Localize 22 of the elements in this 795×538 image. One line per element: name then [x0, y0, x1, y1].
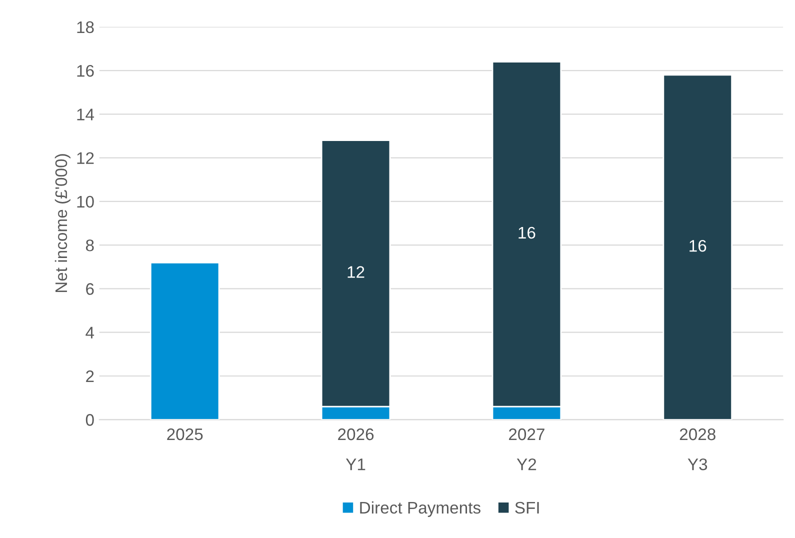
y-axis-title: Net income (£'000) [54, 154, 70, 292]
y-tick-label: 4 [86, 326, 94, 338]
y-tick-label: 2 [86, 370, 94, 382]
legend-label: SFI [515, 502, 539, 514]
data-label: 12 [348, 266, 364, 278]
legend-label: Direct Payments [360, 501, 480, 517]
y-tick-label: 18 [77, 21, 94, 34]
x-tick-label: 2026 Y1 [338, 428, 374, 470]
bar [150, 262, 220, 420]
bar [662, 74, 732, 420]
x-tick-label: 2027 Y2 [508, 428, 544, 470]
x-tick-label: 2025 [167, 428, 203, 440]
y-tick-label: 12 [77, 152, 94, 164]
y-tick-label: 10 [77, 196, 94, 208]
y-tick-label: 14 [77, 108, 94, 120]
y-tick-label: 16 [77, 64, 94, 77]
data-label: 16 [518, 226, 536, 239]
data-label: 16 [690, 240, 706, 252]
y-tick-label: 8 [86, 239, 94, 252]
y-tick-label: 6 [86, 283, 94, 295]
x-tick-label: 2028 Y3 [680, 428, 716, 470]
y-tick-label: 0 [86, 414, 94, 426]
